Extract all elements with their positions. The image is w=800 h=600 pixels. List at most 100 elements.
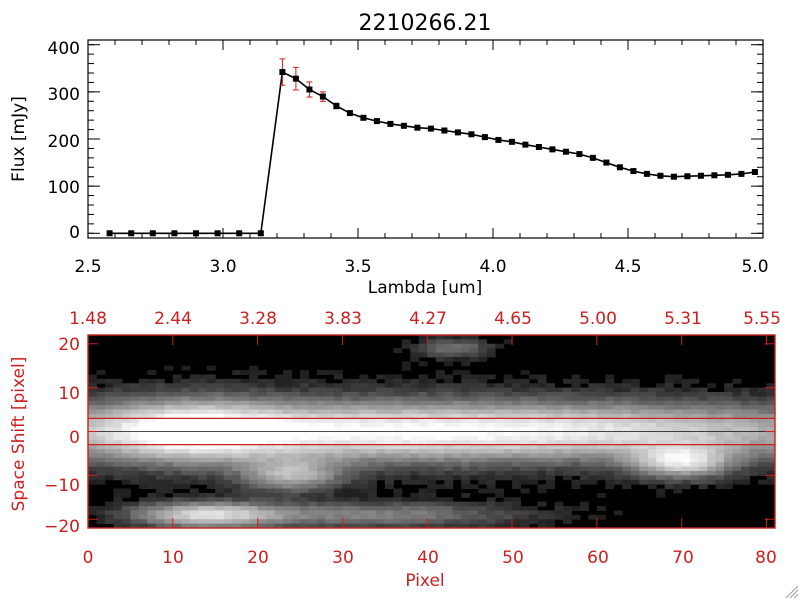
image-pixel (681, 475, 691, 481)
image-pixel (469, 378, 479, 384)
image-pixel (96, 392, 106, 397)
image-pixel (698, 387, 708, 393)
image-pixel (749, 400, 759, 406)
image-pixel (367, 387, 377, 393)
image-pixel (766, 479, 776, 485)
image-pixel (622, 422, 632, 428)
image-pixel (741, 418, 751, 424)
image-pixel (596, 392, 606, 397)
image-pixel (410, 523, 420, 529)
image-pixel (401, 470, 411, 476)
image-pixel (478, 510, 488, 516)
resize-grip-icon[interactable] (785, 585, 799, 599)
image-pixel (732, 392, 742, 397)
image-pixel (308, 506, 318, 511)
image-pixel (317, 475, 326, 481)
image-pixel (495, 466, 505, 472)
image-pixel (486, 501, 496, 507)
image-pixel (333, 519, 343, 525)
image-pixel (291, 400, 301, 406)
image-pixel (512, 462, 522, 468)
image-pixel (232, 413, 242, 419)
image-pixel (546, 405, 555, 411)
image-pixel (291, 435, 301, 441)
image-pixel (384, 427, 394, 432)
image-pixel (325, 457, 335, 463)
image-pixel (393, 492, 403, 498)
image-pixel (605, 413, 615, 419)
image-pixel (88, 449, 97, 454)
image-pixel (724, 449, 734, 454)
image-pixel (418, 418, 428, 424)
image-pixel (155, 444, 165, 450)
image-pixel (393, 506, 403, 511)
image-pixel (732, 440, 742, 446)
image-pixel (121, 514, 131, 520)
image-pixel (240, 427, 250, 432)
image-pixel (749, 431, 759, 437)
image-pixel (342, 506, 352, 511)
image-pixel (257, 378, 267, 384)
image-pixel (732, 405, 742, 411)
image-pixel (562, 435, 572, 441)
image-pixel (503, 383, 513, 389)
image-pixel (384, 409, 394, 415)
image-pixel (698, 392, 708, 397)
image-pixel (486, 519, 496, 525)
image-pixel (88, 431, 97, 437)
image-pixel (452, 370, 462, 375)
image-pixel (223, 501, 233, 507)
image-pixel (418, 492, 428, 498)
image-pixel (333, 523, 343, 529)
image-pixel (401, 378, 411, 384)
image-pixel (138, 462, 148, 468)
image-pixel (452, 392, 462, 397)
image-pixel (155, 506, 165, 511)
image-pixel (223, 462, 233, 468)
image-pixel (342, 440, 352, 446)
image-pixel (300, 453, 310, 459)
image-pixel (444, 501, 454, 507)
image-pixel (325, 484, 335, 490)
image-pixel (308, 383, 318, 389)
image-pixel (588, 479, 598, 485)
image-pixel (121, 488, 131, 494)
spectrum-data-point (549, 146, 556, 153)
image-pixel (138, 422, 148, 428)
image-pixel (452, 387, 462, 393)
image-pixel (613, 396, 623, 402)
image-pixel (96, 449, 106, 454)
image-pixel (232, 466, 242, 472)
spectrum-data-point (214, 230, 221, 237)
image-pixel (435, 523, 445, 529)
image-pixel (647, 435, 657, 441)
image-pixel (410, 396, 420, 402)
image-pixel (554, 506, 564, 511)
image-pixel (130, 400, 140, 406)
image-pixel (461, 449, 471, 454)
image-y-axis-label: Space Shift [pixel] (9, 357, 29, 512)
image-pixel (274, 497, 284, 503)
image-pixel (147, 462, 157, 468)
image-pixel (121, 427, 131, 432)
image-pixel (206, 462, 216, 468)
image-pixel (240, 466, 250, 472)
image-pixel (300, 466, 310, 472)
image-pixel (121, 387, 131, 393)
image-pixel (266, 457, 276, 463)
image-pixel (435, 418, 445, 424)
image-pixel (215, 466, 225, 472)
image-pixel (469, 418, 479, 424)
image-pixel (384, 374, 394, 380)
image-pixel (613, 449, 623, 454)
image-pixel (435, 462, 445, 468)
image-pixel (622, 466, 632, 472)
image-pixel (257, 440, 267, 446)
image-pixel (715, 413, 725, 419)
image-pixel (223, 479, 233, 485)
image-pixel (342, 484, 352, 490)
image-pixel (562, 462, 572, 468)
image-pixel (342, 444, 352, 450)
image-pixel (274, 514, 284, 520)
image-pixel (461, 335, 471, 340)
